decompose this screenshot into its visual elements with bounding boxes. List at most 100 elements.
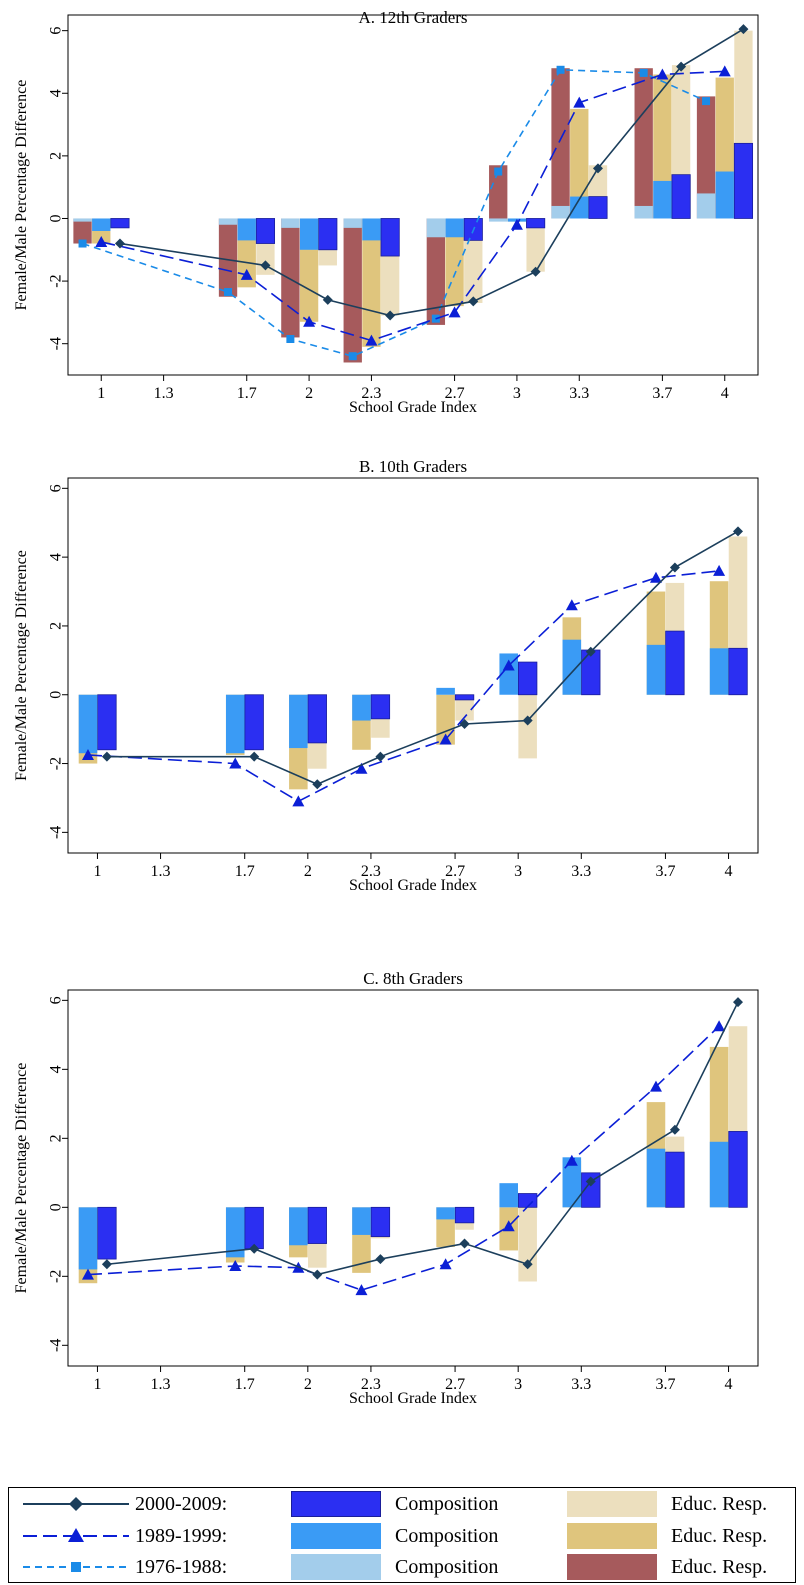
y-tick-label: -4 <box>48 337 65 350</box>
chart-title: B. 10th Graders <box>359 457 467 476</box>
x-tick-label: 1.3 <box>151 1376 171 1393</box>
legend-swatch-educ-resp <box>567 1554 657 1580</box>
legend-period-label: 2000-2009: <box>135 1493 228 1515</box>
legend-swatch-composition <box>291 1523 381 1549</box>
data-point <box>355 1284 368 1296</box>
data-point <box>303 315 316 327</box>
data-point <box>718 65 731 77</box>
composition-bar <box>289 1207 308 1246</box>
educ-resp-bar <box>362 218 381 347</box>
legend-row-2000-2009: 2000-2009: Composition Educ. Resp. <box>9 1489 795 1521</box>
plot-frame <box>67 989 759 1367</box>
data-point <box>81 748 94 760</box>
composition-bar <box>517 661 538 696</box>
data-point <box>733 526 744 537</box>
composition-bar <box>517 1193 538 1208</box>
composition-bar <box>562 639 582 695</box>
y-tick-label: 4 <box>48 1065 65 1073</box>
composition-bar <box>307 1206 327 1244</box>
composition-bar <box>237 218 256 241</box>
chart-title: A. 12th Graders <box>358 8 467 27</box>
data-point <box>229 1259 242 1271</box>
educ-resp-bar <box>426 218 446 325</box>
data-point <box>249 751 260 762</box>
composition-bar <box>352 694 371 721</box>
data-point <box>260 260 271 271</box>
composition-bar <box>218 218 238 225</box>
y-tick-label: -2 <box>48 274 65 287</box>
y-tick-label: 4 <box>48 89 65 97</box>
data-point <box>573 96 586 108</box>
legend-swatch-composition <box>291 1554 381 1580</box>
data-point <box>738 24 749 35</box>
educ-resp-bar <box>551 68 570 219</box>
educ-resp-bar <box>518 1207 537 1282</box>
data-point <box>510 218 523 230</box>
data-point <box>240 268 253 280</box>
chart-panel-1: -4 -2 0 2 4 6 1 1.3 1.7 2 2.3 2.7 3 3.3 3.7 4 A. 12th Gr… <box>13 8 759 416</box>
composition-bar <box>362 218 381 241</box>
legend-row-1989-1999: 1989-1999: Composition Educ. Resp. <box>9 1521 795 1553</box>
x-tick-label: 2.3 <box>361 1376 381 1393</box>
y-tick-label: -2 <box>48 1270 65 1283</box>
composition-bar <box>665 630 685 696</box>
composition-bar <box>380 218 400 257</box>
legend-composition-label: Composition <box>395 1525 499 1547</box>
data-point <box>494 167 503 176</box>
data-point <box>101 1259 112 1270</box>
legend-composition-label: Composition <box>395 1493 499 1515</box>
data-point <box>669 562 680 573</box>
composition-bar <box>299 218 319 250</box>
composition-bar <box>244 1206 264 1250</box>
data-point <box>713 564 726 576</box>
x-axis-label: School Grade Index <box>349 877 477 894</box>
educ-resp-bar <box>455 694 474 721</box>
educ-resp-bar <box>696 96 716 219</box>
y-tick-label: -4 <box>48 826 65 839</box>
composition-bar <box>255 218 276 244</box>
data-point <box>565 599 578 611</box>
data-point <box>355 762 368 774</box>
legend-period-label: 1989-1999: <box>135 1525 228 1547</box>
data-point <box>702 97 711 106</box>
data-point <box>669 1124 680 1135</box>
composition-bar <box>696 193 716 219</box>
y-tick-label: 2 <box>48 1134 65 1142</box>
educ-resp-bar <box>634 68 653 219</box>
legend-line-1976-1988 <box>23 1562 129 1572</box>
composition-bar <box>97 694 117 751</box>
x-tick-label: 3.7 <box>652 385 672 402</box>
x-tick-label: 3 <box>514 1376 522 1393</box>
composition-bar <box>526 218 546 229</box>
x-tick-label: 3 <box>514 863 522 880</box>
composition-bar <box>370 694 391 720</box>
series-line-1989-1999 <box>101 70 725 342</box>
data-point <box>522 1259 533 1270</box>
composition-bar <box>436 1207 455 1220</box>
legend: 2000-2009: Composition Educ. Resp. 1989-… <box>8 1487 796 1583</box>
composition-bar <box>225 694 245 754</box>
data-point <box>656 68 669 80</box>
educ-resp-bar <box>489 165 508 219</box>
composition-bar <box>352 1207 371 1235</box>
composition-bar <box>499 653 518 695</box>
data-point <box>78 239 87 248</box>
composition-bar <box>489 218 508 222</box>
composition-bar <box>370 1206 391 1238</box>
x-tick-label: 2 <box>304 863 312 880</box>
chart-panel-3: -4 -2 0 2 4 6 1 1.3 1.7 2 2.3 2.7 3 3.3 3.7 4 C. 8th Gra… <box>13 969 759 1407</box>
x-axis-label: School Grade Index <box>349 399 477 416</box>
plot-frame <box>67 14 759 376</box>
data-point <box>649 571 662 583</box>
data-point <box>114 238 125 249</box>
composition-bar <box>225 1207 245 1258</box>
y-tick-label: 2 <box>48 152 65 160</box>
composition-bar <box>728 1131 748 1208</box>
x-tick-label: 2.7 <box>445 1376 465 1393</box>
data-point <box>224 288 233 297</box>
x-tick-label: 3.3 <box>571 863 591 880</box>
data-point <box>522 715 533 726</box>
composition-bar <box>588 196 608 219</box>
composition-bar <box>665 1151 685 1208</box>
legend-educ-resp-label: Educ. Resp. <box>671 1493 768 1515</box>
